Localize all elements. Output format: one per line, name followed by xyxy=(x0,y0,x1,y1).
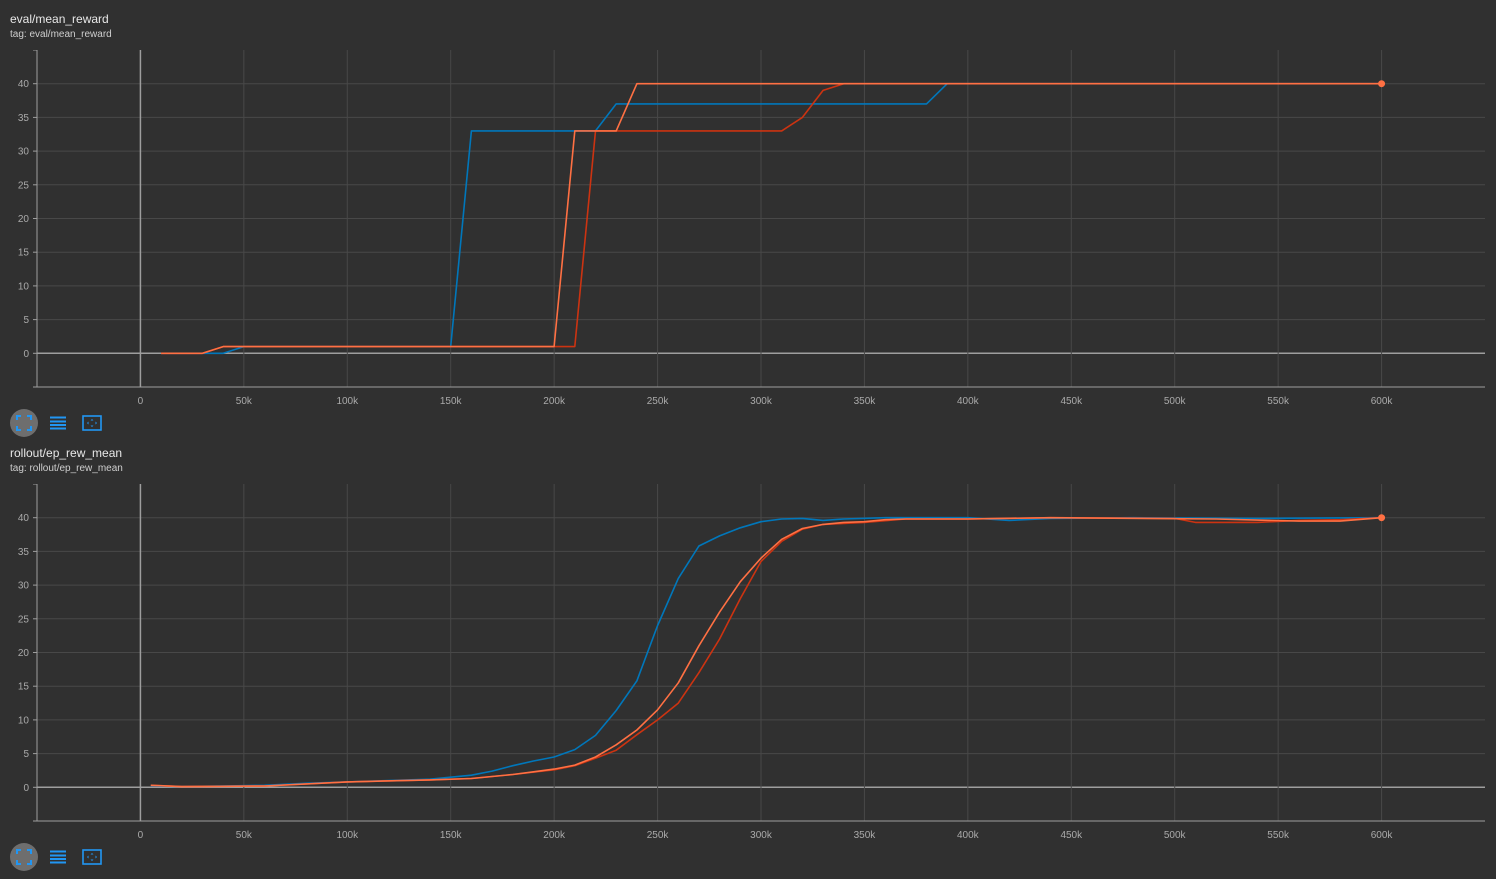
x-tick-label: 400k xyxy=(957,830,980,841)
y-tick-label: 5 xyxy=(23,749,29,760)
chart-title: eval/mean_reward xyxy=(10,12,109,26)
x-tick-label: 0 xyxy=(138,830,144,841)
chart-title: rollout/ep_rew_mean xyxy=(10,446,123,460)
y-tick-label: 10 xyxy=(18,281,30,292)
end-point-marker xyxy=(1378,80,1386,88)
x-tick-label: 450k xyxy=(1060,830,1083,841)
x-tick-label: 400k xyxy=(957,396,980,407)
chart-card-rollout-ep-rew-mean: rollout/ep_rew_mean tag: rollout/ep_rew_… xyxy=(0,434,1496,871)
y-tick-label: 25 xyxy=(18,614,30,625)
x-tick-label: 50k xyxy=(236,830,253,841)
x-tick-label: 50k xyxy=(236,396,253,407)
y-tick-label: 40 xyxy=(18,513,30,524)
line-chart[interactable]: 0 5 10 15 20 25 30 35 40 0 50k 100k 150k 200k 250k 300k… xyxy=(0,484,1496,844)
fullscreen-button[interactable] xyxy=(10,843,38,871)
chart-toolbar xyxy=(10,409,106,437)
y-tick-label: 20 xyxy=(18,648,30,659)
y-tick-label: 30 xyxy=(18,147,30,158)
x-tick-label: 100k xyxy=(336,830,359,841)
y-tick-label: 40 xyxy=(18,79,30,90)
x-tick-label: 200k xyxy=(543,396,566,407)
y-tick-label: 10 xyxy=(18,715,30,726)
chart-tag: tag: rollout/ep_rew_mean xyxy=(10,463,123,474)
fit-domain-button[interactable] xyxy=(78,409,106,437)
series-line-2 xyxy=(150,516,1382,788)
x-tick-label: 350k xyxy=(854,396,877,407)
x-tick-label: 450k xyxy=(1060,396,1083,407)
x-tick-label: 250k xyxy=(647,396,670,407)
y-tick-label: 5 xyxy=(23,315,29,326)
x-tick-label: 550k xyxy=(1267,830,1290,841)
fullscreen-icon xyxy=(16,849,32,865)
x-tick-label: 150k xyxy=(440,396,463,407)
x-tick-label: 500k xyxy=(1164,830,1187,841)
x-tick-label: 0 xyxy=(138,396,144,407)
x-tick-label: 200k xyxy=(543,830,566,841)
y-tick-label: 25 xyxy=(18,180,30,191)
x-tick-label: 350k xyxy=(854,830,877,841)
x-tick-label: 100k xyxy=(336,396,359,407)
y-tick-label: 15 xyxy=(18,682,30,693)
chart-tag: tag: eval/mean_reward xyxy=(10,29,112,40)
series-line-2 xyxy=(161,82,1382,355)
x-tick-label: 300k xyxy=(750,830,773,841)
y-tick-label: 20 xyxy=(18,214,30,225)
y-tick-label: 0 xyxy=(23,349,29,360)
fit-domain-icon xyxy=(82,415,102,431)
x-tick-label: 600k xyxy=(1371,396,1394,407)
fit-domain-button[interactable] xyxy=(78,843,106,871)
x-tick-label: 150k xyxy=(440,830,463,841)
x-tick-label: 600k xyxy=(1371,830,1394,841)
x-tick-label: 300k xyxy=(750,396,773,407)
end-point-marker xyxy=(1378,514,1386,522)
toggle-log-scale-button[interactable] xyxy=(44,843,72,871)
toggle-log-scale-icon xyxy=(50,416,66,430)
y-tick-label: 35 xyxy=(18,547,30,558)
x-tick-label: 550k xyxy=(1267,396,1290,407)
x-tick-label: 500k xyxy=(1164,396,1187,407)
fullscreen-icon xyxy=(16,415,32,431)
chart-card-eval-mean-reward: eval/mean_reward tag: eval/mean_reward 0… xyxy=(0,0,1496,437)
toggle-log-scale-icon xyxy=(50,850,66,864)
line-chart[interactable]: 0 5 10 15 20 25 30 35 40 0 50k 100k 150k 200k 250k 300k… xyxy=(0,50,1496,410)
fullscreen-button[interactable] xyxy=(10,409,38,437)
x-tick-label: 250k xyxy=(647,830,670,841)
toggle-log-scale-button[interactable] xyxy=(44,409,72,437)
fit-domain-icon xyxy=(82,849,102,865)
y-tick-label: 30 xyxy=(18,581,30,592)
y-tick-label: 15 xyxy=(18,248,30,259)
y-tick-label: 35 xyxy=(18,113,30,124)
y-tick-label: 0 xyxy=(23,783,29,794)
chart-toolbar xyxy=(10,843,106,871)
